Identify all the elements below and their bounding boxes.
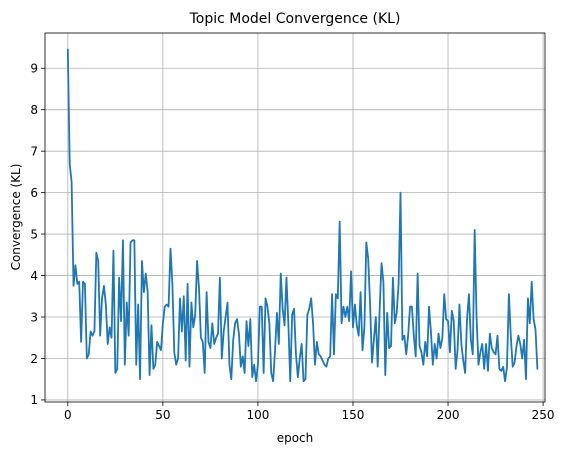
y-tick-label: 2 — [30, 352, 38, 366]
y-tick-label: 9 — [30, 62, 38, 76]
x-tick-label: 0 — [64, 408, 72, 422]
y-tick-label: 6 — [30, 186, 38, 200]
x-tick-label: 50 — [155, 408, 170, 422]
series-line — [66, 48, 539, 383]
y-tick-label: 5 — [30, 227, 38, 241]
y-tick-label: 1 — [30, 393, 38, 407]
x-tick-label: 100 — [246, 408, 269, 422]
plot-frame — [44, 32, 546, 403]
x-tick-label: 200 — [437, 408, 460, 422]
x-axis-ticks: 0 50 100 150 200 250 — [64, 402, 555, 422]
y-tick-label: 7 — [30, 144, 38, 158]
y-tick-label: 3 — [30, 310, 38, 324]
x-tick-label: 150 — [342, 408, 365, 422]
y-tick-label: 8 — [30, 103, 38, 117]
y-tick-label: 4 — [30, 269, 38, 283]
y-axis-ticks: 1 2 3 4 5 6 7 8 9 — [30, 62, 45, 407]
x-tick-label: 250 — [532, 408, 555, 422]
grid-lines — [45, 33, 545, 402]
y-axis-label: Convergence (KL) — [9, 164, 23, 271]
x-axis-label: epoch — [277, 431, 314, 445]
chart-title: Topic Model Convergence (KL) — [189, 11, 401, 27]
